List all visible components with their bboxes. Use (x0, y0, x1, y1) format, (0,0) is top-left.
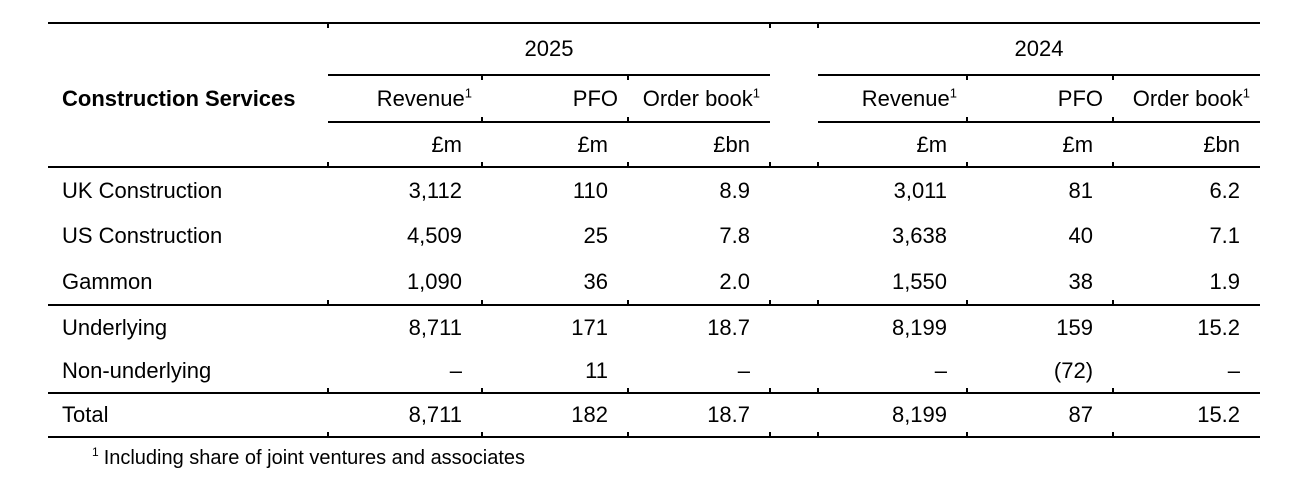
table-row-gammon: Gammon 1,090 36 2.0 1,550 38 1.9 (48, 259, 1261, 306)
footnote-text: Including share of joint ventures and as… (103, 447, 526, 469)
table-row-non-underlying: Non-underlying – 11 – – (72) – (48, 350, 1261, 394)
cell-2024-revenue: 3,638 (891, 223, 948, 248)
col-header-label: Order book (1132, 85, 1243, 111)
table-row-total: Total 8,711 182 18.7 8,199 87 15.2 (48, 393, 1261, 438)
cell-2024-pfo: 87 (966, 393, 1114, 438)
report-page: 2025 2024 Construction Services Revenue1… (48, 22, 1296, 470)
col-header-label: PFO (572, 85, 618, 111)
col-header-pfo-2024: PFO (966, 73, 1114, 123)
cell-2024-orderbook: 15.2 (1197, 315, 1241, 340)
gap-cell (769, 22, 819, 75)
cell-2024-orderbook: 1.9 (1112, 259, 1261, 306)
gap-cell (769, 122, 819, 168)
gap-cell (770, 167, 818, 213)
table-row-us-construction: US Construction 4,509 25 7.8 3,638 40 7.… (48, 213, 1260, 259)
corner-cell (48, 22, 328, 75)
cell-2025-revenue: 8,711 (327, 393, 482, 438)
gap-cell (770, 305, 818, 350)
cell-2025-revenue: – (327, 350, 482, 394)
cell-2025-revenue: 3,112 (408, 177, 462, 203)
row-label: US Construction (62, 223, 223, 248)
col-header-label: Revenue (376, 85, 465, 111)
unit-pfo-2024: £m (966, 122, 1114, 168)
year-header-row: 2025 2024 (48, 22, 1261, 76)
table-title: Construction Services (62, 85, 296, 111)
cell-2025-revenue: 1,090 (327, 259, 482, 306)
cell-2025-pfo: 110 (572, 177, 608, 203)
table-row-underlying: Underlying 8,711 171 18.7 8,199 159 15.2 (48, 305, 1260, 350)
footnote-marker: 1 (92, 445, 99, 460)
gap-cell (769, 393, 819, 438)
cell-2024-revenue: 3,011 (893, 177, 948, 203)
cell-2024-revenue: 1,550 (817, 259, 968, 306)
construction-services-table: 2025 2024 Construction Services Revenue1… (48, 22, 1261, 438)
unit-pfo-2025: £m (481, 122, 628, 168)
cell-2024-orderbook: 7.1 (1209, 223, 1241, 248)
row-label: Total (48, 393, 328, 438)
col-header-label: Revenue (861, 85, 950, 111)
unit-revenue-2025: £m (327, 122, 482, 168)
gap-cell (769, 259, 819, 306)
gap-cell (769, 350, 819, 394)
col-header-revenue-2025: Revenue1 (328, 75, 482, 123)
cell-2024-pfo: 40 (1068, 223, 1094, 248)
cell-2024-pfo: 81 (1068, 177, 1094, 203)
footnote: 1 Including share of joint ventures and a… (92, 445, 1296, 470)
cell-2025-orderbook: 18.7 (626, 393, 771, 438)
footnote-marker: 1 (1242, 85, 1251, 101)
cell-2025-pfo: 171 (571, 315, 608, 340)
cell-2025-revenue: 8,711 (408, 315, 462, 340)
row-label: UK Construction (62, 177, 223, 203)
cell-2025-pfo: 25 (583, 223, 608, 248)
cell-2025-pfo: 182 (481, 393, 628, 438)
cell-2025-revenue: 4,509 (406, 223, 462, 248)
cell-2024-orderbook: – (1112, 350, 1261, 394)
cell-2024-pfo: 159 (1056, 315, 1094, 340)
col-header-orderbook-2025: Order book1 (626, 73, 771, 123)
unit-orderbook-2024: £bn (1112, 122, 1261, 168)
cell-2024-revenue: 8,199 (817, 393, 968, 438)
footnote-marker: 1 (464, 85, 472, 101)
cell-2024-revenue: 8,199 (891, 315, 948, 340)
row-label: Gammon (48, 259, 328, 306)
cell-2024-revenue: – (817, 350, 968, 394)
cell-2024-pfo: 38 (966, 259, 1114, 306)
cell-2025-orderbook: 18.7 (707, 315, 751, 340)
footnote-marker: 1 (752, 85, 761, 101)
footnote-marker: 1 (949, 85, 958, 101)
cell-2024-orderbook: 15.2 (1112, 393, 1261, 438)
cell-2024-pfo: (72) (966, 350, 1114, 394)
cell-2025-orderbook: – (626, 350, 771, 394)
col-header-label: Order book (642, 85, 753, 111)
cell-2024-orderbook: 6.2 (1209, 177, 1241, 203)
unit-revenue-2024: £m (817, 122, 968, 168)
cell-2025-orderbook: 2.0 (626, 259, 771, 306)
column-header-row: Construction Services Revenue1 PFO Order… (48, 73, 1261, 123)
gap-cell (770, 213, 818, 259)
unit-orderbook-2025: £bn (626, 122, 771, 168)
col-header-orderbook-2024: Order book1 (1112, 73, 1261, 123)
cell-2025-orderbook: 8.9 (719, 177, 751, 203)
col-header-revenue-2024: Revenue1 (818, 75, 968, 123)
row-label: Non-underlying (48, 350, 328, 394)
units-row: £m £m £bn £m £m £bn (48, 122, 1261, 168)
cell-2025-orderbook: 7.8 (719, 223, 751, 248)
year-group-2024: 2024 (817, 22, 1261, 76)
gap-cell (770, 75, 818, 122)
cell-2025-pfo: 11 (481, 350, 628, 394)
col-header-label: PFO (1057, 85, 1104, 111)
cell-2025-pfo: 36 (481, 259, 628, 306)
col-header-pfo-2025: PFO (481, 73, 628, 123)
year-group-2025: 2025 (326, 22, 771, 76)
units-label-cell (48, 122, 328, 168)
row-label: Underlying (62, 315, 168, 340)
table-row-uk-construction: UK Construction 3,112 110 8.9 3,011 81 6… (48, 167, 1260, 213)
